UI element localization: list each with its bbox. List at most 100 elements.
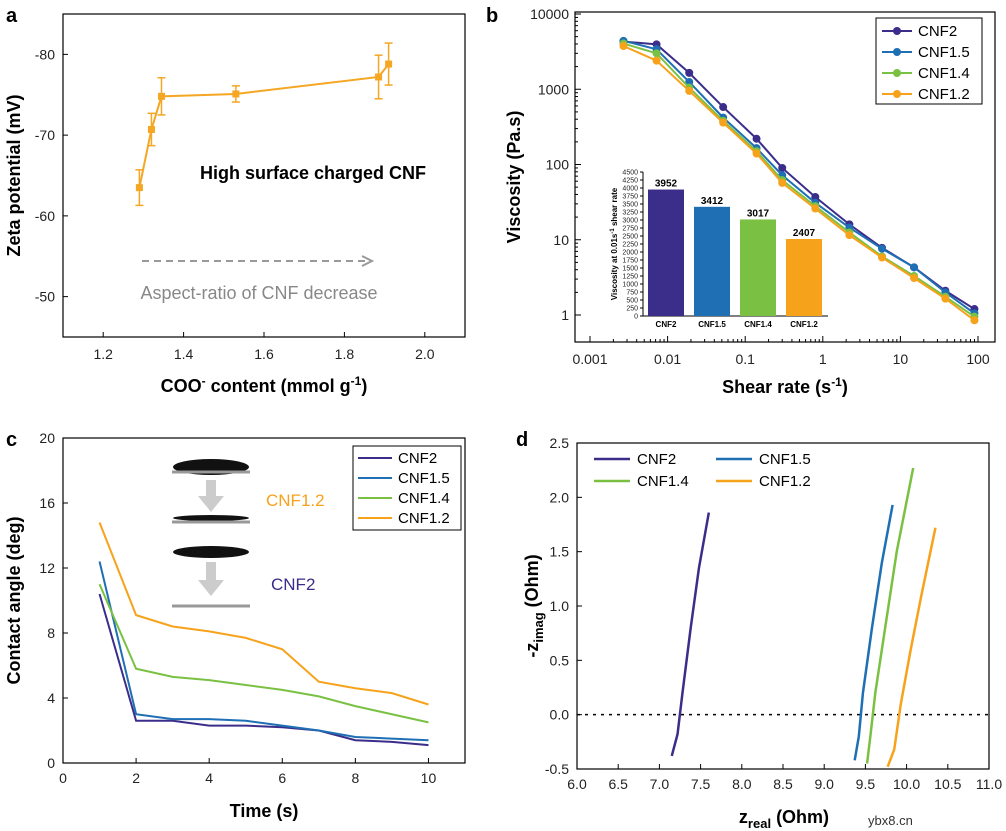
panel-a-annotation: High surface charged CNF [200, 163, 426, 183]
panel-b-inset-ytick-label: 250 [626, 306, 638, 313]
panel-c-ytick-label: 20 [39, 430, 55, 446]
panel-a-point [232, 90, 240, 98]
panel-d-legend-label: CNF1.5 [759, 451, 811, 468]
panel-b-inset-ytick-label: 2500 [622, 234, 638, 241]
panel-b-inset-ytick-label: 3500 [622, 202, 638, 209]
panel-a-xtick-label: 2.0 [415, 346, 435, 362]
panel-b-xtick-label: 0.1 [735, 351, 755, 367]
panel-b-inset-value-label: 3017 [747, 208, 770, 219]
panel-d-series-line-CNF1.5 [853, 504, 894, 761]
panel-c-legend [352, 445, 462, 531]
panel-d-series-line-CNF1.4 [865, 467, 915, 764]
panel-c-xtick-label: 6 [278, 770, 286, 786]
panel-b-point-CNF1.2 [685, 86, 694, 95]
panel-a-xtick-label: 1.4 [174, 346, 194, 362]
panel-b-point-CNF1.2 [719, 118, 728, 127]
panel-b-point-CNF1.2 [652, 56, 661, 65]
panel-d-xtick-label: 6.5 [608, 776, 628, 792]
arrow-down-icon [198, 480, 224, 512]
panel-b-point-CNF1.2 [778, 178, 787, 187]
panel-b-inset-bar-CNF1.5 [694, 206, 730, 316]
panel-b-inset-ytick-label: 3750 [622, 194, 638, 201]
panel-d-series-line-CNF1.2 [886, 527, 937, 768]
panel-c-ytick-label: 16 [39, 495, 55, 511]
panel-b-ytick-label: 10 [553, 232, 569, 248]
panel-a-letter: a [6, 5, 18, 27]
panel-b-point-CNF1.2 [619, 42, 628, 51]
panel-d-ytick-label: 2.0 [550, 489, 570, 505]
panel-d-legend-label: CNF2 [637, 451, 676, 468]
panel-c-series-line-CNF2 [98, 593, 429, 747]
panel-b-point-CNF1.2 [970, 316, 979, 325]
panel-b-inset-value-label: 2407 [793, 228, 816, 239]
panel-b-legend-label: CNF1.2 [918, 86, 970, 103]
panel-b-letter: b [486, 5, 498, 27]
panel-b-inset-value-label: 3412 [701, 196, 724, 207]
panel-b-point-CNF2 [719, 103, 728, 112]
panel-d-xtick-label: 9.5 [856, 776, 876, 792]
panel-a-point [157, 92, 165, 100]
panel-b-xlabel: Shear rate (s-1) [722, 375, 848, 397]
panel-a-ytick-label: -60 [35, 208, 55, 224]
panel-b-point-CNF1.2 [752, 149, 761, 158]
panel-b-point-CNF2 [811, 192, 820, 201]
panel-b-inset-category-label: CNF1.2 [790, 320, 818, 329]
panel-d-xtick-label: 8.5 [773, 776, 793, 792]
panel-b-inset-ytick-label: 4250 [622, 178, 638, 185]
panel-c-ytick-label: 4 [47, 690, 55, 706]
panel-b-inset-ytick-label: 3250 [622, 210, 638, 217]
panel-d-ytick-label: 0.0 [550, 707, 570, 723]
panel-a-xtick-label: 1.2 [93, 346, 113, 362]
panel-d-ytick-label: 1.0 [550, 598, 570, 614]
panel-b-point-CNF1.4 [652, 49, 661, 58]
panel-d-ylabel: -zimag (Ohm) [522, 554, 546, 657]
panel-c-xtick-label: 4 [205, 770, 213, 786]
panel-c-xlabel: Time (s) [230, 801, 299, 821]
panel-c-series-line-CNF1.5 [98, 561, 429, 742]
panel-a-arrow-head [361, 255, 375, 267]
panel-a-point [135, 184, 143, 192]
panel-d-letter: d [516, 429, 528, 451]
panel-b-inset-bar-CNF1.4 [740, 219, 776, 316]
panel-b-inset-category-label: CNF2 [656, 320, 677, 329]
panel-c-contact-angle-chart: 0 2 4 6 8 10 0 4 8 12 16 20 CNF1.2 CNF2 CNF2 CNF1.5 CNF1… [4, 430, 466, 821]
panel-b-inset-ytick-label: 3000 [622, 218, 638, 225]
panel-b-ylabel: Viscosity (Pa.s) [504, 111, 524, 244]
panel-b-point-CNF2 [778, 163, 787, 172]
panel-b-ytick-label: 1 [561, 307, 569, 323]
panel-d-xtick-label: 7.0 [650, 776, 670, 792]
arrow-down-icon [198, 562, 224, 596]
panel-d-ytick-label: 1.5 [550, 544, 570, 560]
panel-a-ytick-label: -70 [35, 127, 55, 143]
panel-c-xtick-label: 10 [421, 770, 437, 786]
panel-a-xlabel: COO- content (mmol g-1) [161, 374, 368, 396]
panel-b-inset-ytick-label: 4500 [622, 170, 638, 177]
panel-a-xtick-label: 1.6 [254, 346, 274, 362]
panel-c-ytick-label: 0 [47, 755, 55, 771]
panel-b-inset-ytick-label: 0 [634, 314, 638, 321]
panel-c-legend-label: CNF1.5 [398, 470, 450, 487]
panel-b-inset-ylabel: Viscosity at 0.01s-1 shear rate [610, 187, 619, 300]
panel-b-point-CNF1.2 [845, 231, 854, 240]
panel-d-xtick-label: 10.0 [893, 776, 920, 792]
panel-a-point [147, 125, 155, 133]
panel-b-point-CNF1.2 [878, 253, 887, 262]
panel-a-xtick-label: 1.8 [335, 346, 355, 362]
panel-b-point-CNF1.2 [811, 204, 820, 213]
panel-c-legend-label: CNF2 [398, 450, 437, 467]
panel-d-xtick-label: 8.0 [732, 776, 752, 792]
panel-b-legend-label: CNF2 [918, 23, 957, 40]
droplet-after-icon [173, 515, 249, 521]
panel-b-legend-marker [893, 48, 901, 56]
panel-b-point-CNF1.5 [910, 263, 919, 272]
panel-b-inset-ytick-label: 750 [626, 290, 638, 297]
panel-b-inset-ytick-label: 4000 [622, 186, 638, 193]
panel-b-ytick-label: 100 [546, 157, 570, 173]
panel-b-series-line-CNF1.4 [623, 42, 976, 318]
panel-b-legend-marker [893, 90, 901, 98]
panel-b-series-line-CNF1.5 [623, 39, 976, 315]
panel-b-point-CNF1.2 [941, 294, 950, 303]
watermark: ybx8.cn [868, 813, 913, 828]
panel-d-legend-label: CNF1.2 [759, 473, 811, 490]
